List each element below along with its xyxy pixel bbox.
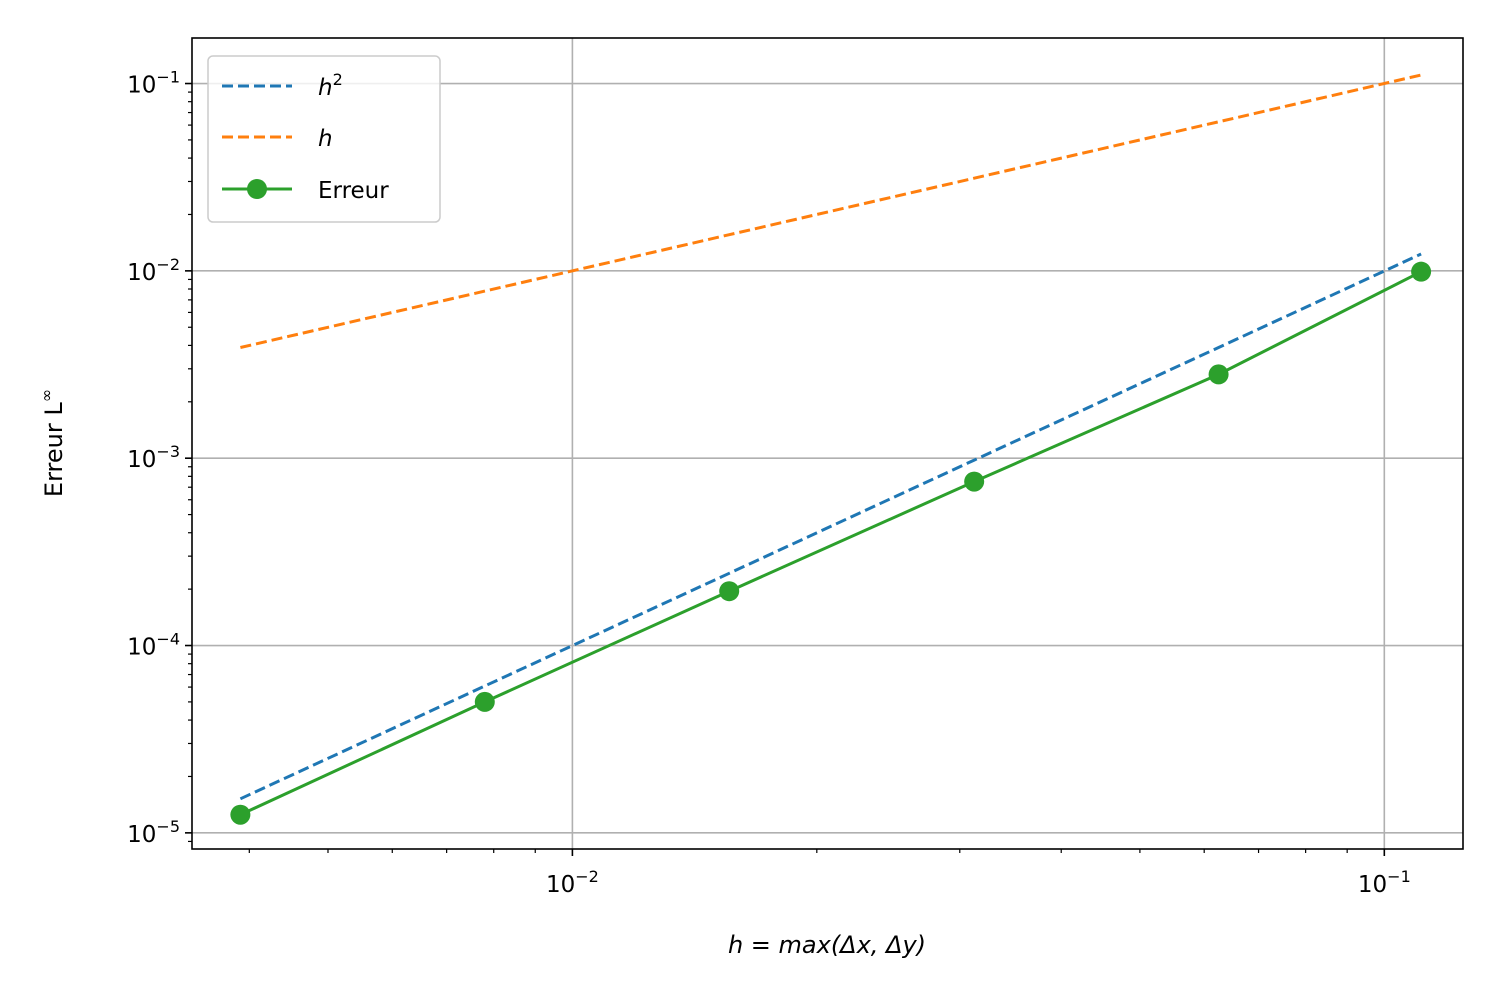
y-tick-label-exp: −2 <box>156 255 180 274</box>
series-line-h2 <box>239 252 1422 801</box>
y-tick-label: 10−5 <box>127 817 180 848</box>
erreur-data-point <box>964 471 985 492</box>
x-tick-label-base: 10 <box>1358 872 1387 898</box>
y-tick-label-exp: −4 <box>156 630 180 649</box>
y-tick-label-exp: −1 <box>156 68 180 87</box>
y-axis-label: Erreur L∞ <box>37 389 68 497</box>
x-tick-label-exp: −1 <box>1387 867 1411 886</box>
x-tick-label-exp: −2 <box>575 867 599 886</box>
y-tick-label: 10−1 <box>127 68 180 99</box>
legend-label-h: h <box>318 126 333 152</box>
legend-box <box>207 55 441 223</box>
y-tick-label: 10−2 <box>127 255 180 286</box>
series-line-erreur <box>239 270 1422 817</box>
y-tick-label-base: 10 <box>127 260 156 286</box>
x-axis-label: h = max(Δx, Δy) <box>728 931 926 959</box>
y-tick-label: 10−4 <box>127 630 180 661</box>
legend-label-h2: h2 <box>318 70 343 101</box>
y-axis-label-sup: ∞ <box>37 389 56 402</box>
y-tick-label-base: 10 <box>127 447 156 473</box>
x-tick-label: 10−2 <box>546 867 599 898</box>
major-ticks: 10−2 10−110−510−410−310−210−1 <box>127 68 1411 898</box>
y-tick-label-exp: −3 <box>156 442 180 461</box>
series-line-h <box>240 73 1422 349</box>
legend-label-h2-main: h <box>318 75 333 101</box>
erreur-data-point <box>230 804 251 825</box>
y-tick-label-exp: −5 <box>156 817 180 836</box>
legend: h2 h Erreur <box>207 55 441 223</box>
erreur-data-point <box>719 581 740 602</box>
legend-label-h2-sup: 2 <box>333 70 343 89</box>
legend-marker-erreur <box>247 179 267 199</box>
series-layer <box>230 73 1432 825</box>
y-tick-label-base: 10 <box>127 635 156 661</box>
y-tick-label-base: 10 <box>127 73 156 99</box>
y-axis-label-main: Erreur L <box>40 402 68 497</box>
grid-lines <box>192 38 1463 849</box>
erreur-data-point <box>474 691 495 712</box>
legend-label-erreur: Erreur <box>318 178 389 204</box>
x-tick-label-base: 10 <box>546 872 575 898</box>
plot-frame <box>191 37 1464 850</box>
y-tick-label: 10−3 <box>127 442 180 473</box>
erreur-data-point <box>1411 261 1432 282</box>
x-tick-label: 10−1 <box>1358 867 1411 898</box>
erreur-data-point <box>1208 364 1229 385</box>
y-tick-label-base: 10 <box>127 822 156 848</box>
